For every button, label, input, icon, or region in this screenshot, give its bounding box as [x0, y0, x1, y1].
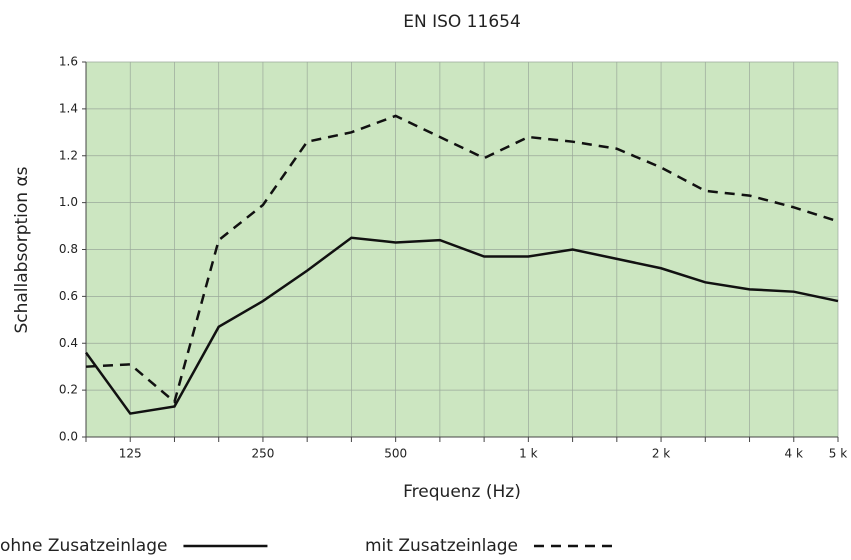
x-tick-label: 500 — [384, 447, 407, 461]
x-tick-label: 125 — [119, 447, 142, 461]
chart-title: EN ISO 11654 — [403, 12, 521, 32]
x-tick-label: 1 k — [519, 447, 537, 461]
y-tick-label: 0.0 — [59, 430, 78, 444]
series-line — [84, 236, 839, 415]
y-tick-label: 0.8 — [59, 242, 78, 256]
y-tick-label: 0.4 — [59, 336, 78, 350]
legend-label: mit Zusatzeinlage — [365, 536, 518, 556]
legend-label: ohne Zusatzeinlage — [0, 536, 167, 556]
x-axis-label: Frequenz (Hz) — [403, 482, 521, 502]
y-tick-label: 0.2 — [59, 383, 78, 397]
y-axis-label: Schallabsorption αs — [12, 166, 32, 333]
x-tick-label: 250 — [251, 447, 274, 461]
x-tick-label: 5 k — [829, 447, 847, 461]
y-tick-label: 1.4 — [59, 101, 78, 115]
y-tick-label: 0.6 — [59, 289, 78, 303]
y-tick-label: 1.2 — [59, 148, 78, 162]
series-line — [85, 114, 839, 405]
y-tick-label: 1.6 — [59, 55, 78, 69]
x-tick-label: 4 k — [785, 447, 803, 461]
y-tick-label: 1.0 — [59, 195, 78, 209]
x-tick-label: 2 k — [652, 447, 670, 461]
